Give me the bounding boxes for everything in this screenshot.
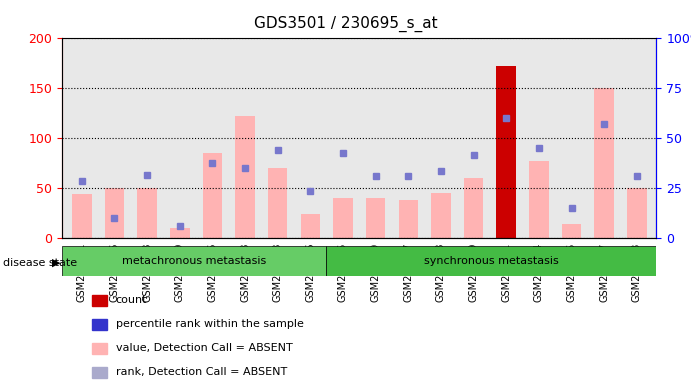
Bar <box>529 161 549 238</box>
Text: GDS3501 / 230695_s_at: GDS3501 / 230695_s_at <box>254 15 437 31</box>
Bar <box>627 188 647 238</box>
Text: disease state: disease state <box>3 258 77 268</box>
Bar <box>92 343 106 354</box>
Text: synchronous metastasis: synchronous metastasis <box>424 256 559 266</box>
Bar <box>496 66 516 238</box>
Bar <box>464 178 484 238</box>
Text: count: count <box>115 295 147 306</box>
Text: ▶: ▶ <box>52 258 60 268</box>
FancyBboxPatch shape <box>62 246 326 276</box>
Bar <box>104 188 124 238</box>
Bar <box>268 168 287 238</box>
Bar <box>235 116 255 238</box>
Bar <box>170 228 189 238</box>
Bar <box>301 214 320 238</box>
Bar <box>202 153 223 238</box>
Text: percentile rank within the sample: percentile rank within the sample <box>115 319 303 329</box>
Bar <box>92 367 106 378</box>
Bar <box>72 194 92 238</box>
Text: value, Detection Call = ABSENT: value, Detection Call = ABSENT <box>115 343 292 354</box>
Bar <box>366 198 386 238</box>
Bar <box>562 224 581 238</box>
Text: metachronous metastasis: metachronous metastasis <box>122 256 266 266</box>
Text: rank, Detection Call = ABSENT: rank, Detection Call = ABSENT <box>115 367 287 377</box>
Bar <box>333 198 353 238</box>
Bar <box>399 200 418 238</box>
Bar <box>594 88 614 238</box>
Bar <box>92 319 106 330</box>
Bar <box>138 188 157 238</box>
Bar <box>92 295 106 306</box>
FancyBboxPatch shape <box>326 246 656 276</box>
Bar <box>431 193 451 238</box>
